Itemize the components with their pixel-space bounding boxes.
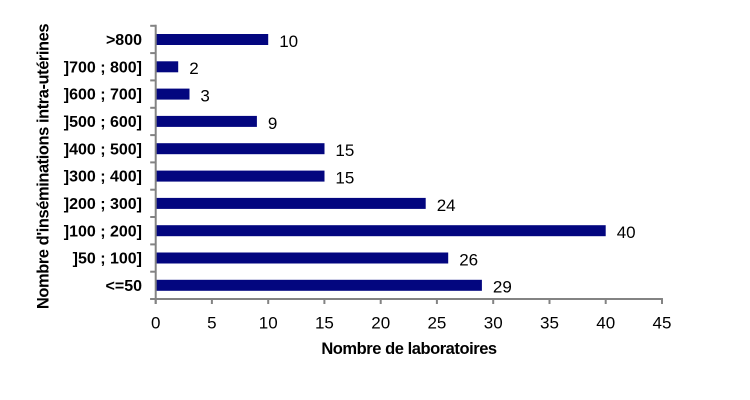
svg-text:Nombre de laboratoires: Nombre de laboratoires [321,340,497,358]
svg-text:45: 45 [653,314,672,333]
svg-text:]500 ; 600]: ]500 ; 600] [64,114,142,131]
svg-text:]400 ; 500]: ]400 ; 500] [64,141,142,158]
svg-text:>800: >800 [106,32,142,49]
svg-text:]100 ; 200]: ]100 ; 200] [64,223,142,240]
svg-text:15: 15 [335,141,354,160]
svg-text:15: 15 [315,314,334,333]
svg-text:10: 10 [279,32,298,51]
svg-text:40: 40 [617,223,636,242]
svg-text:]300 ; 400]: ]300 ; 400] [64,169,142,186]
svg-text:]200 ; 300]: ]200 ; 300] [64,196,142,213]
svg-text:24: 24 [437,196,456,215]
svg-text:3: 3 [200,87,209,106]
svg-text:2: 2 [189,59,198,78]
svg-text:10: 10 [259,314,278,333]
svg-text:26: 26 [459,250,478,269]
svg-text:35: 35 [540,314,559,333]
svg-text:]700 ; 800]: ]700 ; 800] [64,59,142,76]
svg-text:40: 40 [596,314,615,333]
svg-text:5: 5 [207,314,216,333]
svg-text:]50 ; 100]: ]50 ; 100] [73,251,142,268]
svg-text:20: 20 [371,314,390,333]
svg-text:Nombre d'inséminations intra-u: Nombre d'inséminations intra-utérines [34,24,52,310]
svg-text:30: 30 [484,314,503,333]
svg-text:<=50: <=50 [106,278,143,295]
svg-text:29: 29 [493,278,512,297]
svg-text:25: 25 [427,314,446,333]
svg-text:0: 0 [151,314,160,333]
svg-text:]600 ; 700]: ]600 ; 700] [64,87,142,104]
svg-text:9: 9 [268,114,277,133]
svg-text:15: 15 [335,169,354,188]
